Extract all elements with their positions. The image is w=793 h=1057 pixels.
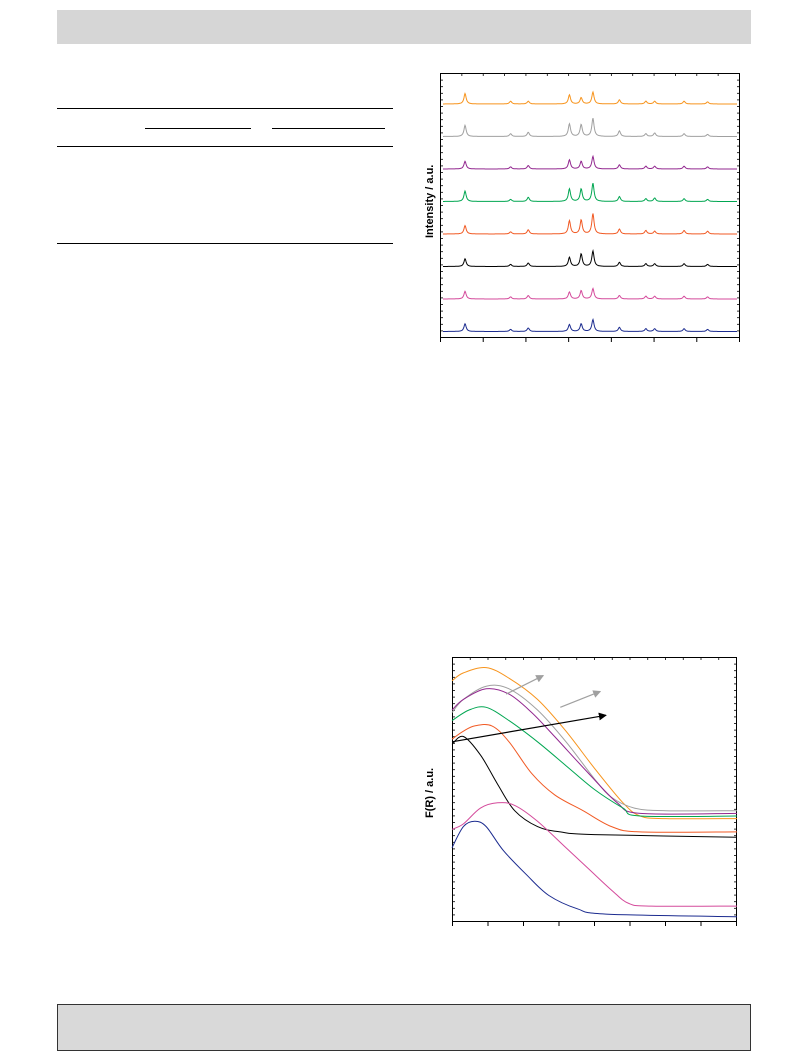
fr-series-line-navy (451, 820, 738, 918)
table-group-rule-1 (145, 128, 251, 129)
xrd-series-line-green (443, 182, 737, 202)
fr-series-line-gray (451, 684, 738, 812)
fr-figure (451, 657, 738, 926)
xrd-series-line-black (443, 248, 737, 267)
table-header-rule (57, 146, 393, 147)
data-table (57, 108, 393, 248)
xrd-chart (440, 73, 740, 342)
fr-arrow-2 (451, 712, 607, 743)
fr-chart (451, 657, 738, 926)
fr-y-axis-label: F(R) / a.u. (424, 767, 436, 818)
fr-series-line-green (451, 706, 738, 818)
fr-series-line-black (451, 735, 738, 838)
fr-series-line-red (451, 724, 738, 833)
fr-series-line-orange (451, 666, 738, 820)
xrd-series-line-magenta (443, 287, 737, 300)
fr-series-line-purple (451, 688, 738, 815)
plot-frame (440, 73, 740, 338)
fr-arrow-1 (560, 690, 602, 708)
table-group-rule-2 (272, 128, 385, 129)
xrd-y-axis-label: Intensity / a.u. (424, 164, 436, 238)
xrd-series-line-orange (443, 90, 737, 105)
table-bottom-rule (57, 243, 393, 244)
xrd-series-line-red (443, 213, 737, 235)
table-top-rule (57, 108, 393, 109)
xrd-figure (440, 73, 740, 342)
xrd-series-line-navy (443, 318, 737, 332)
xrd-series-line-purple (443, 154, 737, 170)
page-header-bar (57, 10, 751, 44)
fr-arrow-0 (505, 675, 545, 695)
page-footer-box (57, 1004, 751, 1051)
fr-series-line-magenta (451, 802, 738, 907)
xrd-series-line-gray (443, 117, 737, 137)
